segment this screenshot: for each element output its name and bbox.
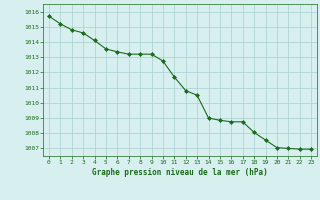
X-axis label: Graphe pression niveau de la mer (hPa): Graphe pression niveau de la mer (hPa) (92, 168, 268, 177)
